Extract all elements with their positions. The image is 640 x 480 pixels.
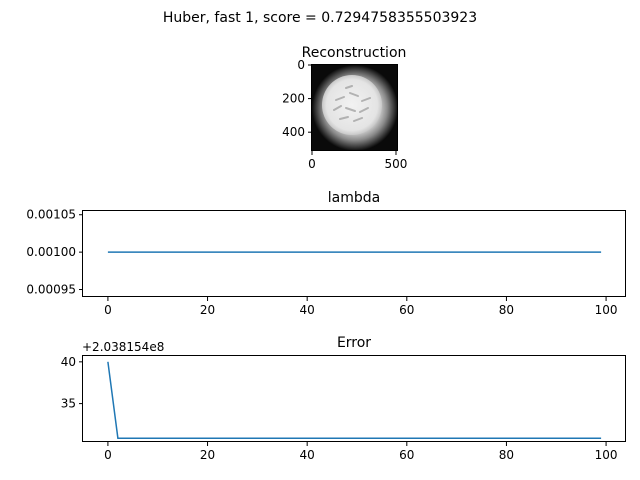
reconstruction-frame <box>311 64 398 151</box>
reconstruction-ytick-label: 200 <box>282 92 305 106</box>
error-xtick-label: 0 <box>104 448 112 462</box>
lambda-xtick-label: 0 <box>104 303 112 317</box>
lambda-xtick-label: 40 <box>300 303 315 317</box>
error-title: Error <box>337 335 371 351</box>
lambda-xtick-label: 100 <box>595 303 618 317</box>
lambda-ytick-label: 0.00095 <box>26 283 76 297</box>
lambda-frame <box>82 210 626 297</box>
lambda-ytick-label: 0.00105 <box>26 208 76 222</box>
reconstruction-xtick-label: 0 <box>308 157 316 171</box>
error-frame <box>82 355 626 442</box>
error-series-line <box>107 361 602 439</box>
error-xtick-label: 40 <box>300 448 315 462</box>
reconstruction-title: Reconstruction <box>302 45 407 61</box>
lambda-xtick-label: 80 <box>499 303 514 317</box>
error-xtick-label: 80 <box>499 448 514 462</box>
error-ytick-label: 40 <box>61 355 76 369</box>
lambda-title: lambda <box>328 190 380 206</box>
reconstruction-ytick-label: 400 <box>282 125 305 139</box>
figure-suptitle: Huber, fast 1, score = 0.729475835550392… <box>163 10 477 26</box>
lambda-ytick-label: 0.00100 <box>26 245 76 259</box>
error-ytick-label: 35 <box>61 397 76 411</box>
error-xtick-label: 100 <box>595 448 618 462</box>
reconstruction-ytick-label: 0 <box>297 58 305 72</box>
lambda-xtick-label: 60 <box>399 303 414 317</box>
error-xtick-label: 20 <box>200 448 215 462</box>
error-xtick-label: 60 <box>399 448 414 462</box>
reconstruction-image <box>312 65 398 151</box>
reconstruction-xtick-label: 500 <box>385 157 408 171</box>
error-offset-text: +2.038154e8 <box>82 340 164 354</box>
lambda-axes: lambda 0 20 40 60 80 100 0.00095 0.00100 0.00105 <box>26 190 626 317</box>
lambda-xtick-label: 20 <box>200 303 215 317</box>
error-axes: Error +2.038154e8 0 20 40 60 80 100 35 40 <box>61 335 626 462</box>
reconstruction-axes: Reconstruction 0 500 0 200 400 <box>282 45 407 171</box>
